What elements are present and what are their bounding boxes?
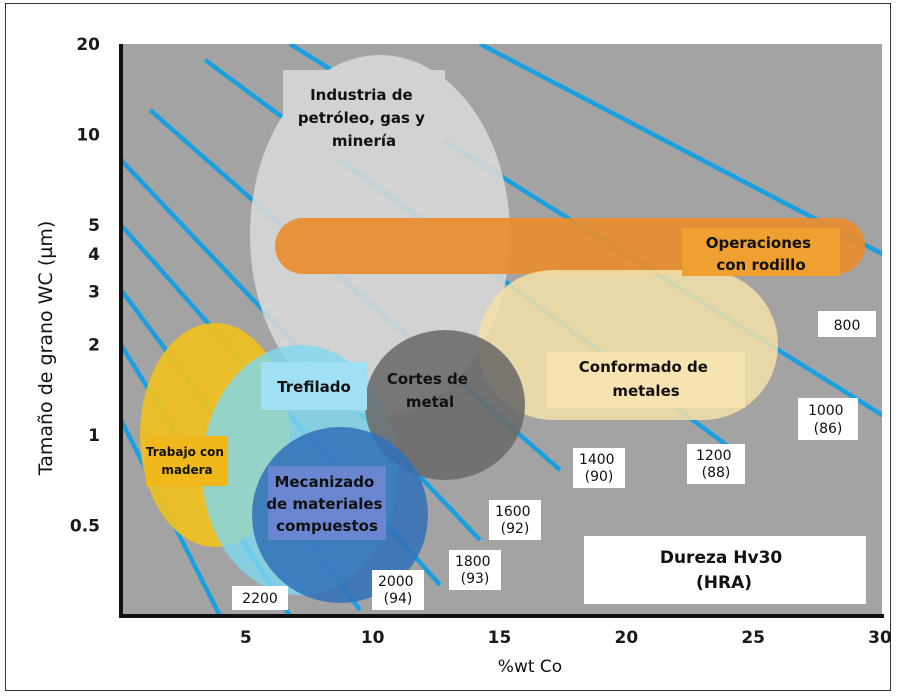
x-tick-label: 5 [240, 628, 252, 648]
x-tick-label: 10 [361, 628, 385, 648]
mecanizado-label-box [268, 466, 386, 540]
cortes-line-2: metal [406, 393, 454, 411]
y-tick-label: 3 [88, 283, 100, 303]
region-trefilado-label: Trefilado [277, 378, 351, 396]
region-industria-label: Industria de petróleo, gas y minería [298, 86, 430, 150]
legend-line-1: Dureza Hv30 [660, 548, 783, 568]
x-tick-label: 15 [488, 628, 512, 648]
legend-box [584, 536, 866, 604]
isoline-2000-line-1: 2000 [378, 574, 414, 590]
isoline-label-1800: 1800 (93) [455, 554, 495, 587]
isoline-800-line-1: 800 [834, 318, 861, 334]
trefilado-label-box [261, 362, 367, 410]
y-tick-label: 10 [76, 125, 100, 145]
industria-line-1: Industria de [310, 86, 413, 104]
x-tick-label: 20 [614, 628, 638, 648]
isoline-label-group: 800 1000 (86) 1200 (88) 1400 (90) 1600 (… [232, 311, 876, 610]
y-tick-label: 1 [88, 426, 100, 446]
isoline-1200-line-1: 1200 [696, 448, 732, 464]
region-cortes-label: Cortes de metal [387, 370, 473, 411]
region-operaciones-label: Operaciones con rodillo [706, 234, 817, 274]
trefilado-line-1: Trefilado [277, 378, 351, 396]
mecanizado-line-1: Mecanizado [274, 473, 374, 491]
isoline-1400-line-2: (90) [585, 469, 614, 485]
conformado-label-box [547, 352, 745, 408]
operaciones-line-1: Operaciones [706, 234, 811, 252]
y-tick-label: 20 [76, 35, 100, 55]
trabajo-line-1: Trabajo con [146, 445, 224, 459]
region-conformado-label: Conformado de metales [579, 358, 713, 400]
isoline-label-box-1000 [798, 398, 858, 440]
industria-line-3: minería [332, 132, 396, 150]
isoline-1400-line-1: 1400 [579, 452, 615, 468]
isoline-label-box-800 [818, 311, 876, 337]
legend-line-2: (HRA) [696, 573, 752, 593]
y-tick-label: 5 [88, 216, 100, 236]
isoline-1600-line-1: 1600 [495, 504, 531, 520]
operaciones-label-box [682, 228, 840, 276]
isoline-label-box-1800 [449, 550, 501, 590]
industria-line-2: petróleo, gas y [298, 109, 425, 127]
isoline-1600-line-2: (92) [501, 521, 530, 537]
region-trabajo-label: Trabajo con madera [146, 445, 228, 477]
trabajo-label-box [146, 436, 228, 486]
region-cortes-shape [365, 330, 525, 480]
x-axis-ticks: 5 10 15 20 25 30 [240, 628, 892, 648]
cortes-line-1: Cortes de [387, 370, 468, 388]
isoline-1000-line-1: 1000 [808, 403, 844, 419]
isoline-label-box-1400 [573, 448, 625, 488]
isoline-label-1400: 1400 (90) [579, 452, 619, 485]
isoline-label-box-1600 [489, 500, 541, 540]
y-tick-label: 2 [88, 336, 100, 356]
isoline-1800-line-2: (93) [461, 571, 490, 587]
x-axis-label: %wt Co [498, 657, 562, 677]
legend: Dureza Hv30 (HRA) [660, 548, 788, 593]
y-axis-label: Tamaño de grano WC (µm) [35, 221, 57, 477]
x-tick-label: 30 [868, 628, 892, 648]
y-tick-label: 0.5 [70, 517, 100, 537]
isoline-1000-line-2: (86) [814, 421, 843, 437]
isoline-label-2200: 2200 [242, 591, 278, 607]
conformado-line-2: metales [612, 382, 679, 400]
mecanizado-line-3: compuestos [276, 517, 378, 535]
conformado-line-1: Conformado de [579, 358, 708, 376]
isoline-label-box-2200 [232, 586, 288, 610]
isoline-label-1200: 1200 (88) [696, 448, 736, 481]
x-tick-label: 25 [741, 628, 765, 648]
trabajo-line-2: madera [161, 463, 212, 477]
region-mecanizado-label: Mecanizado de materiales compuestos [266, 473, 387, 535]
isoline-label-box-2000 [372, 570, 424, 610]
isoline-2000-line-2: (94) [384, 591, 413, 607]
isoline-label-box-1200 [687, 444, 745, 484]
isoline-2200-line-1: 2200 [242, 591, 278, 607]
isoline-label-800: 800 [834, 318, 861, 334]
operaciones-line-2: con rodillo [716, 256, 805, 274]
y-axis-ticks: 20 10 5 4 3 2 1 0.5 [70, 35, 100, 537]
isoline-label-1000: 1000 (86) [808, 403, 848, 437]
isoline-1800-line-1: 1800 [455, 554, 491, 570]
mecanizado-line-2: de materiales [266, 495, 382, 513]
y-tick-label: 4 [88, 245, 100, 265]
isoline-label-2000: 2000 (94) [378, 574, 418, 607]
industria-label-box [283, 70, 445, 160]
isoline-label-1600: 1600 (92) [495, 504, 535, 537]
isoline-1200-line-2: (88) [702, 465, 731, 481]
